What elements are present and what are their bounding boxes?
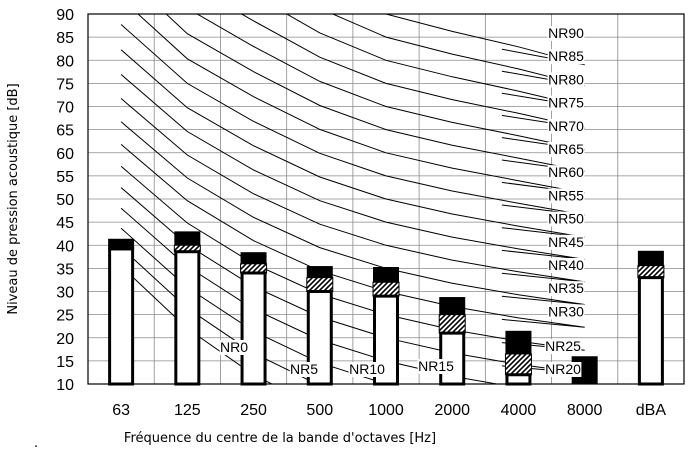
bar-white-segment (174, 250, 201, 386)
nr-label-nr90: NR90 (548, 25, 584, 41)
bar-white-segment (108, 247, 135, 386)
bar-black-segment (373, 266, 399, 283)
nr-curve-nr0 (120, 265, 274, 384)
x-tick-label: 250 (240, 402, 267, 419)
bar-black-segment (439, 297, 466, 315)
bar-hatched-segment (438, 314, 466, 334)
nr-label-nr50: NR50 (548, 211, 584, 227)
x-tick-label: 2000 (434, 402, 470, 419)
nr-label-nr75: NR75 (548, 95, 584, 111)
nr-label-bg (547, 49, 585, 65)
y-tick-label: 10 (56, 377, 74, 394)
y-tick-label: 50 (56, 192, 74, 209)
nr-label-bg (547, 281, 585, 297)
y-tick-label: 15 (56, 354, 74, 371)
nr-label-nr45: NR45 (548, 234, 584, 250)
nr-label-nr65: NR65 (548, 141, 584, 157)
x-tick-label: 4000 (501, 402, 537, 419)
nr-label-bg (547, 26, 585, 41)
nr-label-nr30: NR30 (548, 303, 584, 319)
bar-white-segment (240, 271, 267, 386)
bar-white-segment (637, 276, 664, 386)
nr-label-nr55: NR55 (548, 187, 584, 203)
y-tick-label: 85 (56, 30, 74, 47)
bar-white-segment (505, 373, 532, 386)
bar-black-segment (174, 231, 201, 246)
nr-label-bg (219, 340, 249, 355)
nr-curve-nr55 (120, 24, 585, 216)
y-tick-label: 60 (56, 146, 74, 163)
nr-label-nr15: NR15 (418, 358, 454, 374)
nr-label-nr40: NR40 (548, 257, 584, 273)
nr-label-bg (544, 362, 582, 377)
nr-label-nr25: NR25 (545, 338, 581, 354)
bar-hatched-segment (504, 353, 532, 376)
y-tick-label: 25 (56, 308, 74, 325)
y-tick-label: 40 (56, 238, 74, 255)
nr-label-nr5: NR5 (290, 361, 318, 377)
bar-black-segment (505, 330, 532, 354)
y-tick-label: 90 (56, 7, 74, 24)
y-tick-label: 45 (56, 215, 74, 232)
bar-black-segment (108, 238, 135, 249)
nr-label-nr80: NR80 (548, 71, 584, 87)
nr-label-bg (547, 304, 585, 320)
nr-label-nr70: NR70 (548, 118, 584, 134)
nr-label-nr0: NR0 (220, 339, 248, 355)
y-tick-label: 35 (56, 261, 74, 278)
nr-label-bg (547, 118, 585, 134)
nr-curve-nr40 (120, 98, 585, 283)
bar-black-segment (306, 266, 333, 278)
nr-label-nr60: NR60 (548, 164, 584, 180)
nr-label-bg (544, 339, 582, 354)
nr-label-bg (547, 142, 585, 157)
nr-label-bg (348, 362, 386, 377)
bar-hatched-segment (372, 281, 400, 297)
bar-layer (108, 231, 665, 386)
nr-label-bg (547, 72, 585, 88)
nr-label-bg (547, 258, 585, 273)
nr-label-bg (547, 95, 585, 111)
x-tick-label: 1000 (368, 402, 404, 419)
bar-black-segment (240, 252, 267, 264)
x-tick-label: dBA (636, 402, 667, 419)
nr-curve-nr10 (120, 227, 389, 384)
x-tick-label: 125 (174, 402, 201, 419)
plot-border (87, 13, 685, 385)
nr-curve-nr50 (120, 49, 585, 238)
nr-label-bg (417, 359, 455, 374)
bar-hatched-segment (637, 265, 665, 279)
y-tick-label: 75 (56, 76, 74, 93)
x-tick-label: 500 (306, 402, 333, 419)
bar-black-segment (637, 250, 664, 266)
y-tick-label: 80 (56, 53, 74, 70)
footnote-mark: . (34, 436, 38, 449)
nr-label-nr35: NR35 (548, 280, 584, 296)
x-axis-title: Fréquence du centre de la bande d'octave… (124, 431, 436, 446)
nr-label-bg (547, 188, 585, 204)
nr-curve-nr45 (120, 74, 585, 260)
bar-hatched-segment (306, 277, 334, 292)
tick-label-layer: 10 15 20 25 30 35 40 45 50 55 60 65 70 75 80 85 90 63 125 2… (56, 7, 666, 419)
x-tick-label: 63 (112, 402, 130, 419)
nr-label-bg (547, 234, 585, 250)
nr-label-nr10: NR10 (349, 361, 385, 377)
y-tick-label: 55 (56, 169, 74, 186)
x-tick-label: 8000 (567, 402, 603, 419)
y-axis-title: Niveau de pression acoustique [dB] (6, 83, 21, 314)
nr-curve-nr5 (120, 247, 318, 384)
nr-label-bg (289, 362, 319, 377)
nr-label-nr20: NR20 (545, 361, 581, 377)
y-tick-label: 20 (56, 331, 74, 348)
y-tick-label: 65 (56, 123, 74, 140)
nr-label-bg (547, 165, 585, 181)
nr-label-bg (547, 211, 585, 227)
plot-frame (87, 13, 685, 385)
y-tick-label: 70 (56, 100, 74, 117)
nr-label-nr85: NR85 (548, 48, 584, 64)
y-tick-label: 30 (56, 285, 74, 302)
